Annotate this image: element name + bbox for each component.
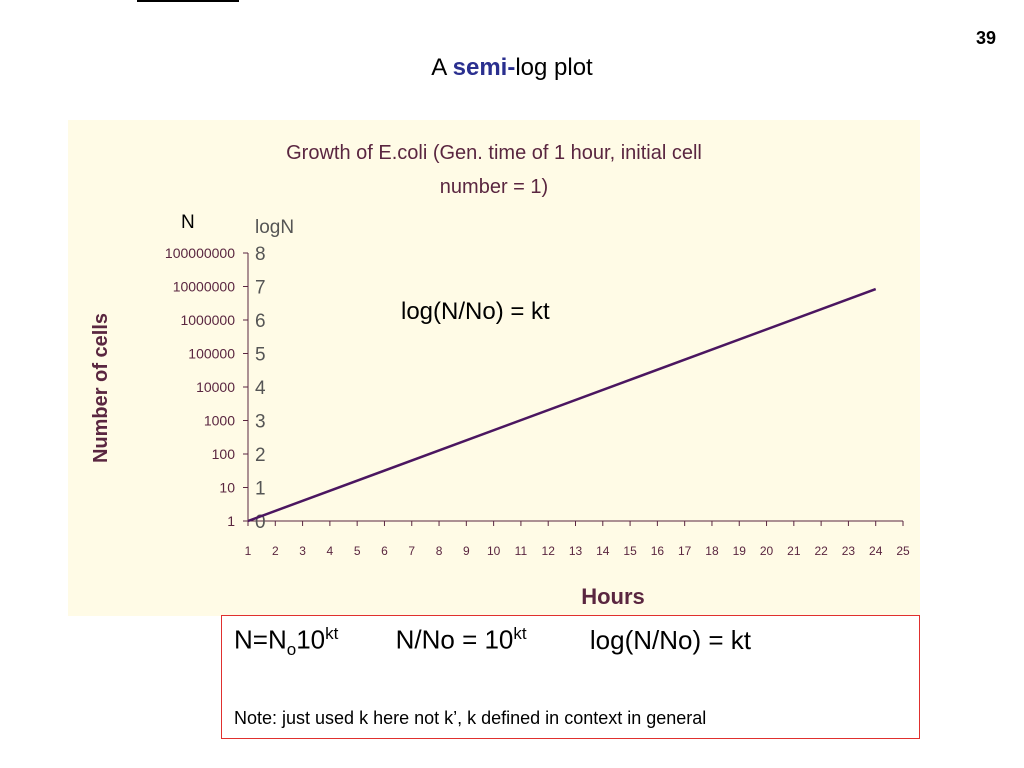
chart-title-line-1: Growth of E.coli (Gen. time of 1 hour, i… xyxy=(286,142,702,164)
chart-panel: Growth of E.coli (Gen. time of 1 hour, i… xyxy=(68,120,920,616)
slide-title-suffix: log plot xyxy=(515,54,593,81)
x-tick-label: 12 xyxy=(542,544,556,558)
growth-chart: Growth of E.coli (Gen. time of 1 hour, i… xyxy=(90,142,910,609)
y-tick-label: 10000 xyxy=(196,379,235,395)
x-tick-label: 18 xyxy=(705,544,719,558)
x-tick-label: 2 xyxy=(272,544,279,558)
formula-ratio-base: N/No = 10 xyxy=(395,624,514,655)
x-tick-label: 8 xyxy=(436,544,443,558)
slide-title: A semi-log plot xyxy=(0,54,1024,82)
y-tick-label: 100000000 xyxy=(165,245,235,261)
logN-tick-label: 3 xyxy=(255,412,266,433)
x-tick-label: 5 xyxy=(354,544,361,558)
slide-title-accent: semi- xyxy=(452,54,516,81)
formula-ratio: N/No = 10kt xyxy=(396,624,527,656)
formula-ratio-exponent: kt xyxy=(513,624,527,643)
page-number: 39 xyxy=(975,28,996,48)
x-tick-label: 19 xyxy=(733,544,747,558)
left-axis-header: N xyxy=(181,212,195,233)
logN-tick-label: 2 xyxy=(255,445,266,466)
logN-tick-label: 8 xyxy=(255,244,266,265)
top-rule xyxy=(137,0,239,2)
x-tick-label: 13 xyxy=(569,544,583,558)
y-tick-label: 100 xyxy=(212,446,236,462)
logN-tick-label: 5 xyxy=(255,345,266,366)
logN-tick-label: 4 xyxy=(255,378,266,399)
formula-exponential-exponent: kt xyxy=(325,624,339,643)
formula-exponential-subscript: o xyxy=(286,639,297,659)
y-tick-label: 1 xyxy=(227,513,235,529)
x-tick-label: 4 xyxy=(327,544,334,558)
formula-log: log(N/No) = kt xyxy=(589,624,751,655)
y-tick-label: 10 xyxy=(219,480,235,496)
y-axis-title: Number of cells xyxy=(90,313,112,463)
growth-series-line xyxy=(247,287,877,523)
x-tick-label: 6 xyxy=(381,544,388,558)
x-tick-label: 17 xyxy=(678,544,692,558)
x-tick-label: 7 xyxy=(408,544,415,558)
logN-tick-label: 6 xyxy=(255,311,266,332)
x-tick-label: 23 xyxy=(842,544,856,558)
x-tick-label: 3 xyxy=(299,544,306,558)
y-tick-label: 1000 xyxy=(204,413,235,429)
x-tick-label: 11 xyxy=(515,544,528,558)
formula-note: Note: just used k here not k’, k defined… xyxy=(234,708,707,728)
right-axis-header: logN xyxy=(255,217,294,238)
logN-tick-label: 1 xyxy=(255,479,266,500)
y-tick-label: 100000 xyxy=(188,346,235,362)
x-tick-label: 16 xyxy=(651,544,665,558)
x-tick-label: 9 xyxy=(463,544,470,558)
formula-row: N=No10kt N/No = 10kt log(N/No) = kt xyxy=(234,624,751,660)
logN-tick-label: 7 xyxy=(255,278,266,299)
chart-title-line-2: number = 1) xyxy=(440,176,548,198)
x-tick-label: 14 xyxy=(596,544,610,558)
formula-box: N=No10kt N/No = 10kt log(N/No) = kt Note… xyxy=(221,615,920,739)
formula-exponential-base: N=N xyxy=(234,624,287,655)
x-tick-label: 10 xyxy=(487,544,501,558)
x-tick-label: 1 xyxy=(245,544,252,558)
equation-annotation: log(N/No) = kt xyxy=(401,298,550,325)
formula-exponential: N=No10kt xyxy=(234,624,338,660)
x-tick-label: 15 xyxy=(623,544,637,558)
y-tick-label: 10000000 xyxy=(173,279,236,295)
x-tick-label: 24 xyxy=(869,544,883,558)
logN-tick-label: 0 xyxy=(255,512,266,533)
x-axis-title: Hours xyxy=(581,584,645,609)
slide-title-prefix: A xyxy=(431,54,453,81)
x-tick-label: 25 xyxy=(896,544,910,558)
y-tick-label: 1000000 xyxy=(180,312,235,328)
x-tick-label: 20 xyxy=(760,544,774,558)
x-tick-label: 21 xyxy=(787,544,801,558)
x-tick-label: 22 xyxy=(814,544,828,558)
formula-exponential-ten: 10 xyxy=(296,624,326,655)
